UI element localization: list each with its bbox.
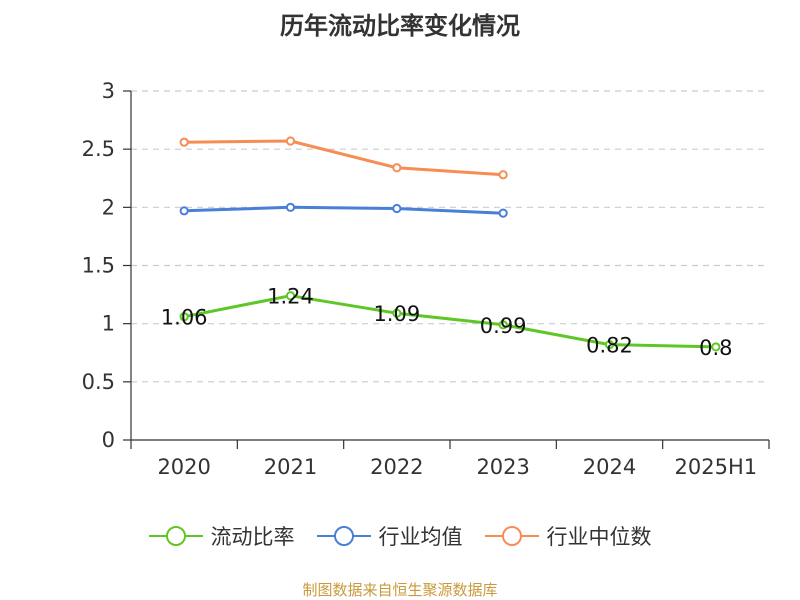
- legend: 流动比率 行业均值 行业中位数: [0, 518, 800, 554]
- data-point: [179, 137, 189, 147]
- legend-label: 行业中位数: [546, 525, 652, 549]
- y-tick-label: 1.5: [82, 254, 115, 278]
- data-point: [392, 308, 402, 318]
- data-label: 1.06: [161, 306, 208, 330]
- series-line: [184, 205, 504, 215]
- data-point: [498, 320, 508, 330]
- data-label: 0.8: [699, 336, 732, 360]
- x-tick-label: 2024: [583, 455, 636, 479]
- data-point: [392, 163, 402, 173]
- series-lines: [179, 136, 721, 352]
- data-label: 0.99: [480, 314, 527, 338]
- data-point: [498, 208, 508, 218]
- data-point: [179, 206, 189, 216]
- data-point: [498, 170, 508, 180]
- source-note: 制图数据来自恒生聚源数据库: [302, 581, 498, 599]
- legend-marker-industry-mean: [316, 526, 371, 546]
- data-point: [285, 202, 296, 212]
- legend-label: 流动比率: [210, 525, 295, 549]
- legend-label: 行业均值: [378, 525, 463, 549]
- data-point: [179, 312, 189, 322]
- x-tick-label: 2023: [476, 455, 529, 479]
- y-tick-label: 3: [102, 79, 115, 103]
- chart-title: 历年流动比率变化情况: [280, 12, 520, 40]
- y-tick-label: 1: [102, 312, 115, 336]
- legend-item-industry-mean[interactable]: 行业均值: [316, 521, 463, 551]
- data-point: [392, 203, 402, 214]
- axes: 0 0.5 1 1.5 2 2.5 3 2020 2021 2022 2023 2024 2025H1: [82, 79, 770, 479]
- x-tick-label: 2020: [157, 455, 210, 479]
- x-tick-label: 2021: [264, 455, 317, 479]
- data-label: 1.24: [267, 285, 314, 309]
- data-label: 0.82: [586, 334, 633, 358]
- gridlines: [131, 90, 769, 383]
- x-tick-label: 2022: [370, 455, 423, 479]
- series-line: [183, 294, 716, 349]
- data-point: [285, 136, 296, 146]
- data-label: 1.09: [373, 302, 420, 326]
- series-line: [184, 139, 504, 177]
- y-tick-label: 0: [102, 428, 115, 452]
- y-tick-label: 2: [102, 195, 115, 219]
- y-tick-label: 2.5: [82, 137, 115, 161]
- data-point: [285, 291, 296, 301]
- legend-marker-current-ratio: [148, 526, 203, 546]
- legend-item-current-ratio[interactable]: 流动比率: [148, 521, 295, 551]
- data-point: [711, 342, 721, 352]
- legend-marker-industry-median: [484, 526, 539, 546]
- y-tick-label: 0.5: [82, 370, 115, 394]
- x-tick-label: 2025H1: [675, 455, 758, 479]
- data-point: [604, 340, 615, 350]
- data-labels: 1.06 1.24 1.09 0.99 0.82 0.8: [161, 285, 733, 360]
- legend-item-industry-median[interactable]: 行业中位数: [484, 521, 652, 551]
